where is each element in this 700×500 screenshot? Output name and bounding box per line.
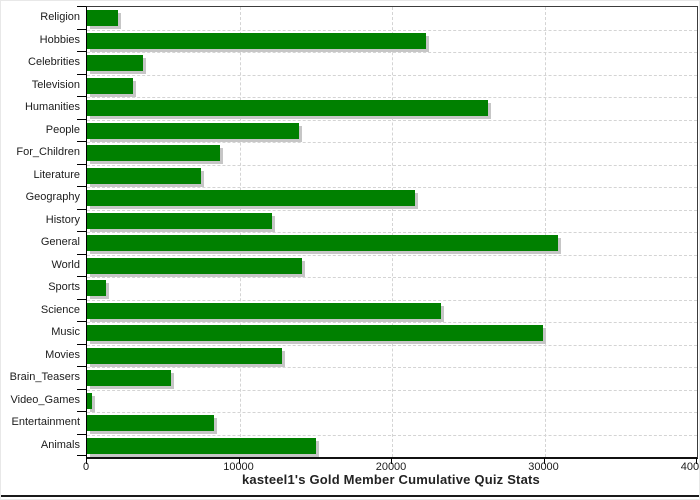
gridline-horizontal (87, 119, 697, 121)
category-label: Movies (45, 348, 80, 361)
x-axis-tick (543, 458, 545, 464)
bar (87, 190, 415, 206)
bar (87, 325, 543, 341)
y-axis-tick (77, 141, 86, 142)
y-axis-tick (77, 388, 86, 390)
gridline-horizontal (87, 367, 697, 368)
y-axis-tick (77, 321, 86, 322)
gridline-horizontal (87, 254, 697, 256)
category-label: Sports (48, 281, 80, 293)
y-axis-tick (77, 186, 86, 187)
category-label: People (45, 123, 80, 136)
category-label: For_Children (16, 146, 80, 158)
category-label: Science (40, 303, 80, 316)
y-axis-tick (77, 51, 86, 52)
x-axis-tick (86, 458, 87, 464)
y-axis-tick (77, 96, 86, 97)
chart-title: kasteel1's Gold Member Cumulative Quiz S… (242, 472, 540, 487)
y-axis-tick (77, 455, 86, 456)
y-axis-tick (77, 73, 86, 75)
category-label: History (45, 213, 80, 226)
gridline-horizontal (87, 52, 697, 53)
bar (87, 415, 214, 431)
bar (87, 145, 220, 161)
category-label: Literature (33, 168, 80, 181)
gridline-horizontal (87, 344, 697, 346)
category-label: Religion (40, 11, 80, 23)
bar (87, 55, 144, 71)
category-label: Animals (40, 438, 80, 451)
y-axis-tick (77, 28, 86, 30)
bar (87, 77, 133, 94)
gridline-horizontal (87, 74, 697, 76)
bar (87, 257, 303, 274)
x-tick-label: 40000 (680, 461, 700, 473)
category-label: Hobbies (39, 33, 80, 46)
bar (87, 167, 202, 184)
gridline-horizontal (87, 164, 697, 166)
y-axis-tick (77, 231, 86, 232)
y-axis-tick (77, 118, 86, 120)
category-label: Celebrities (28, 56, 80, 68)
bottom-frame-line (1, 495, 699, 497)
x-tick-label: 30000 (528, 461, 559, 473)
gridline-horizontal (87, 412, 697, 413)
category-label: Video_Games (10, 393, 80, 406)
bar (87, 212, 272, 229)
gridline-horizontal (87, 299, 697, 301)
x-tick-label: 0 (82, 461, 90, 473)
category-label: Humanities (24, 101, 80, 113)
gridline-horizontal (87, 29, 697, 31)
gridline-horizontal (87, 389, 697, 391)
gridline-horizontal (87, 232, 697, 233)
category-label: Music (51, 326, 80, 338)
category-label: Geography (25, 191, 80, 203)
y-axis-tick (77, 411, 86, 412)
category-label: Television (31, 78, 80, 91)
gridline-horizontal (87, 97, 697, 98)
bar (87, 347, 283, 364)
y-axis-tick (77, 163, 86, 165)
gridline-horizontal (87, 322, 697, 323)
x-axis-tick (238, 458, 240, 464)
y-axis-tick (77, 366, 86, 367)
gridline-horizontal (87, 434, 697, 436)
y-axis-tick (77, 276, 86, 277)
y-axis-tick (77, 343, 86, 345)
category-label: Entertainment (11, 416, 80, 428)
x-tick-label: 10000 (223, 461, 254, 473)
x-axis-tick (391, 458, 392, 464)
category-label: World (51, 258, 80, 271)
gridline-horizontal (87, 209, 697, 211)
bar (87, 10, 118, 26)
y-axis-tick (77, 6, 86, 7)
bar (87, 437, 316, 454)
bar (87, 32, 426, 49)
bar (87, 100, 489, 116)
x-axis-tick (696, 458, 697, 464)
bar (87, 280, 107, 296)
gridline-horizontal (87, 142, 697, 143)
x-tick-label: 20000 (375, 461, 407, 473)
bar (87, 370, 171, 386)
gridline-horizontal (87, 187, 697, 188)
gridline-horizontal (87, 277, 697, 278)
y-axis-tick (77, 253, 86, 255)
bar (87, 302, 441, 319)
plot-area (86, 6, 698, 459)
bar (87, 392, 93, 409)
y-axis-tick (77, 298, 86, 300)
category-label: Brain_Teasers (9, 371, 80, 383)
bar (87, 235, 559, 251)
y-axis-tick (77, 208, 86, 210)
category-label: General (40, 236, 80, 248)
bar (87, 122, 299, 139)
y-axis-tick (77, 433, 86, 435)
